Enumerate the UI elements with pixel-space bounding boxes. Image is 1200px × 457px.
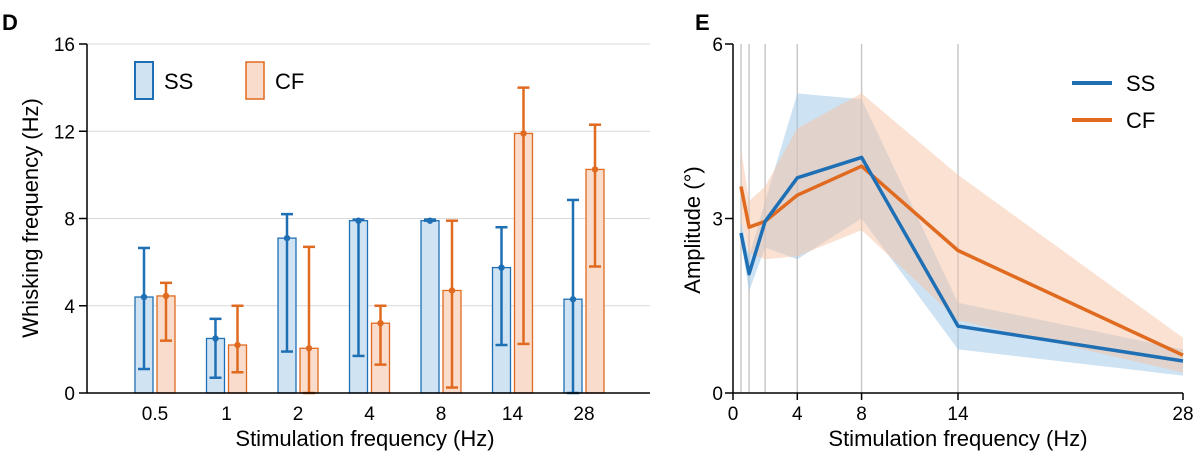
y-tick-label: 12 xyxy=(54,122,75,143)
panel-e-x-ticks: 0 4 8 14 28 xyxy=(728,393,1194,425)
x-tick-label-8: 8 xyxy=(436,404,447,425)
panel-e-x-axis-label: Stimulation frequency (Hz) xyxy=(828,426,1087,451)
panel-e-y-axis-label: Amplitude (°) xyxy=(680,166,705,293)
panel-e-line-chart: E 0 3 6 0 4 8 14 28 Stimulation frequency (Hz)… xyxy=(680,10,1194,451)
legend-cf-label: CF xyxy=(275,69,304,94)
panel-e-lines xyxy=(739,155,1184,363)
panel-d-gridlines xyxy=(87,43,650,307)
panel-d-bars xyxy=(134,86,605,395)
x-tick-label: 14 xyxy=(947,404,969,425)
line-cf xyxy=(739,164,1184,357)
mean-point-cf-0.5 xyxy=(162,292,170,300)
mean-point-ss-2 xyxy=(283,234,291,242)
mean-point-ss-28 xyxy=(569,296,577,303)
legend-ss-swatch xyxy=(134,61,154,100)
panel-e-legend: SS CF xyxy=(1072,71,1155,133)
panel-d-y-ticks: 0 4 8 12 16 xyxy=(54,35,87,405)
panel-d-letter: D xyxy=(2,10,18,35)
panel-d-x-axis-label: Stimulation frequency (Hz) xyxy=(235,426,494,451)
legend-cf-swatch xyxy=(245,61,265,100)
panel-e-letter: E xyxy=(695,10,710,35)
panel-e-y-ticks: 0 3 6 xyxy=(712,35,733,405)
y-tick-label: 16 xyxy=(54,35,75,56)
x-tick-label-14: 14 xyxy=(502,404,524,425)
mean-point-ss-0.5 xyxy=(140,293,148,301)
panel-d-x-ticks: 0.5 1 2 4 8 14 28 xyxy=(142,404,595,425)
x-tick-label: 0 xyxy=(728,404,739,425)
panel-d-legend: SS CF xyxy=(134,61,304,100)
x-tick-label-4: 4 xyxy=(364,404,375,425)
x-tick-label: 4 xyxy=(792,404,803,425)
mean-point-cf-1 xyxy=(234,341,241,349)
x-tick-label: 28 xyxy=(1172,404,1193,425)
legend-ss-label: SS xyxy=(1126,71,1155,96)
x-tick-label-28: 28 xyxy=(573,404,594,425)
legend-cf-label: CF xyxy=(1126,108,1155,133)
panel-d-y-axis-label: Whisking frequency (Hz) xyxy=(18,98,43,338)
y-tick-label: 0 xyxy=(64,384,75,405)
panel-e-bands xyxy=(741,93,1183,376)
y-tick-label: 4 xyxy=(64,297,75,318)
mean-point-ss-14 xyxy=(498,264,505,271)
mean-point-cf-2 xyxy=(305,345,313,352)
y-tick-label: 8 xyxy=(64,210,75,231)
y-tick-label: 6 xyxy=(712,35,723,56)
mean-point-ss-1 xyxy=(212,335,219,342)
y-tick-label: 0 xyxy=(712,384,723,405)
line-ss xyxy=(739,155,1184,363)
y-tick-label: 3 xyxy=(712,210,723,231)
x-tick-label: 8 xyxy=(856,404,867,425)
mean-point-ss-8 xyxy=(426,217,434,224)
legend-ss-label: SS xyxy=(164,69,193,94)
mean-point-cf-14 xyxy=(520,130,527,137)
bar-ss-8 xyxy=(420,220,440,394)
mean-point-ss-4 xyxy=(355,217,362,224)
x-tick-label-1: 1 xyxy=(221,404,232,425)
x-tick-label-0.5: 0.5 xyxy=(142,404,168,425)
mean-point-cf-4 xyxy=(377,320,384,327)
mean-point-cf-8 xyxy=(448,287,456,294)
mean-point-cf-28 xyxy=(591,166,599,173)
x-tick-label-2: 2 xyxy=(293,404,304,425)
